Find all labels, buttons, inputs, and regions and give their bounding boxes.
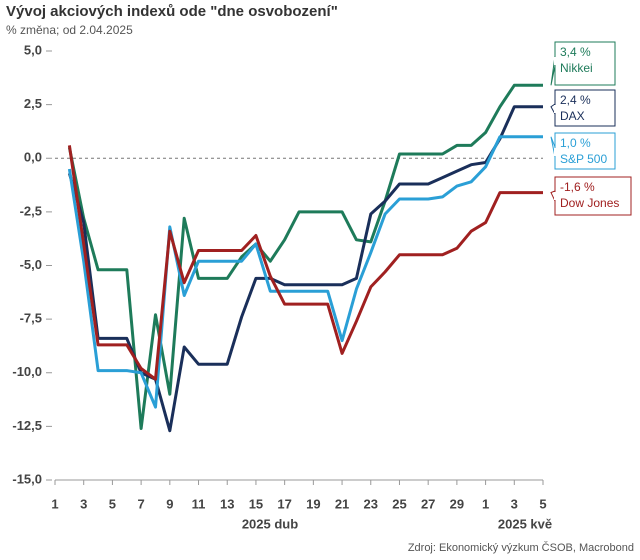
value-label: -1,6 % [560,180,595,194]
x-tick-label: 7 [138,496,145,511]
series-line [67,135,543,409]
callout-box [554,176,632,216]
series-line [67,145,543,381]
x-group-label: 2025 kvě [498,516,552,531]
source: Zdroj: Ekonomický výzkum ČSOB, Macrobond [408,541,634,554]
y-tick-label: 0,0 [24,150,42,165]
x-tick-label: 9 [166,496,173,511]
y-tick-label: -15,0 [12,471,42,486]
y-tick-label: 5,0 [24,42,42,57]
chart-subtitle: % změna; od 2.04.2025 [6,23,133,37]
x-tick-label: 29 [450,496,464,511]
value-label: 3,4 % [560,45,591,59]
x-tick-label: 1 [51,496,58,511]
legend-label: Nikkei [560,61,593,75]
x-tick-label: 21 [335,496,349,511]
x-tick-label: 5 [539,496,546,511]
callout-box [554,41,616,86]
legend-label: S&P 500 [560,152,607,166]
x-tick-label: 5 [109,496,116,511]
x-tick-label: 27 [421,496,435,511]
y-tick-label: -5,0 [20,257,42,272]
x-tick-label: 11 [192,496,206,511]
value-label: 1,0 % [560,136,591,150]
y-tick-label: -12,5 [12,418,42,433]
x-tick-label: 13 [220,496,234,511]
series-line [67,83,543,430]
x-tick-label: 3 [80,496,87,511]
x-tick-label: 19 [306,496,320,511]
x-tick-label: 23 [364,496,378,511]
x-tick-label: 17 [277,496,291,511]
x-tick-label: 25 [392,496,406,511]
callout-box [554,89,616,127]
x-tick-label: 15 [249,496,263,511]
chart-title: Vývoj akciových indexů ode "dne osvoboze… [6,3,338,20]
series-line [67,105,543,433]
y-tick-label: -2,5 [20,203,42,218]
legend-label: DAX [560,109,585,123]
x-tick-label: 3 [511,496,518,511]
x-tick-label: 1 [482,496,489,511]
legend-label: Dow Jones [560,196,619,210]
x-group-label: 2025 dub [242,516,298,531]
callout-box [554,132,616,170]
y-tick-label: -10,0 [12,364,42,379]
y-tick-label: -7,5 [20,311,42,326]
y-tick-label: 2,5 [24,96,42,111]
value-label: 2,4 % [560,93,591,107]
